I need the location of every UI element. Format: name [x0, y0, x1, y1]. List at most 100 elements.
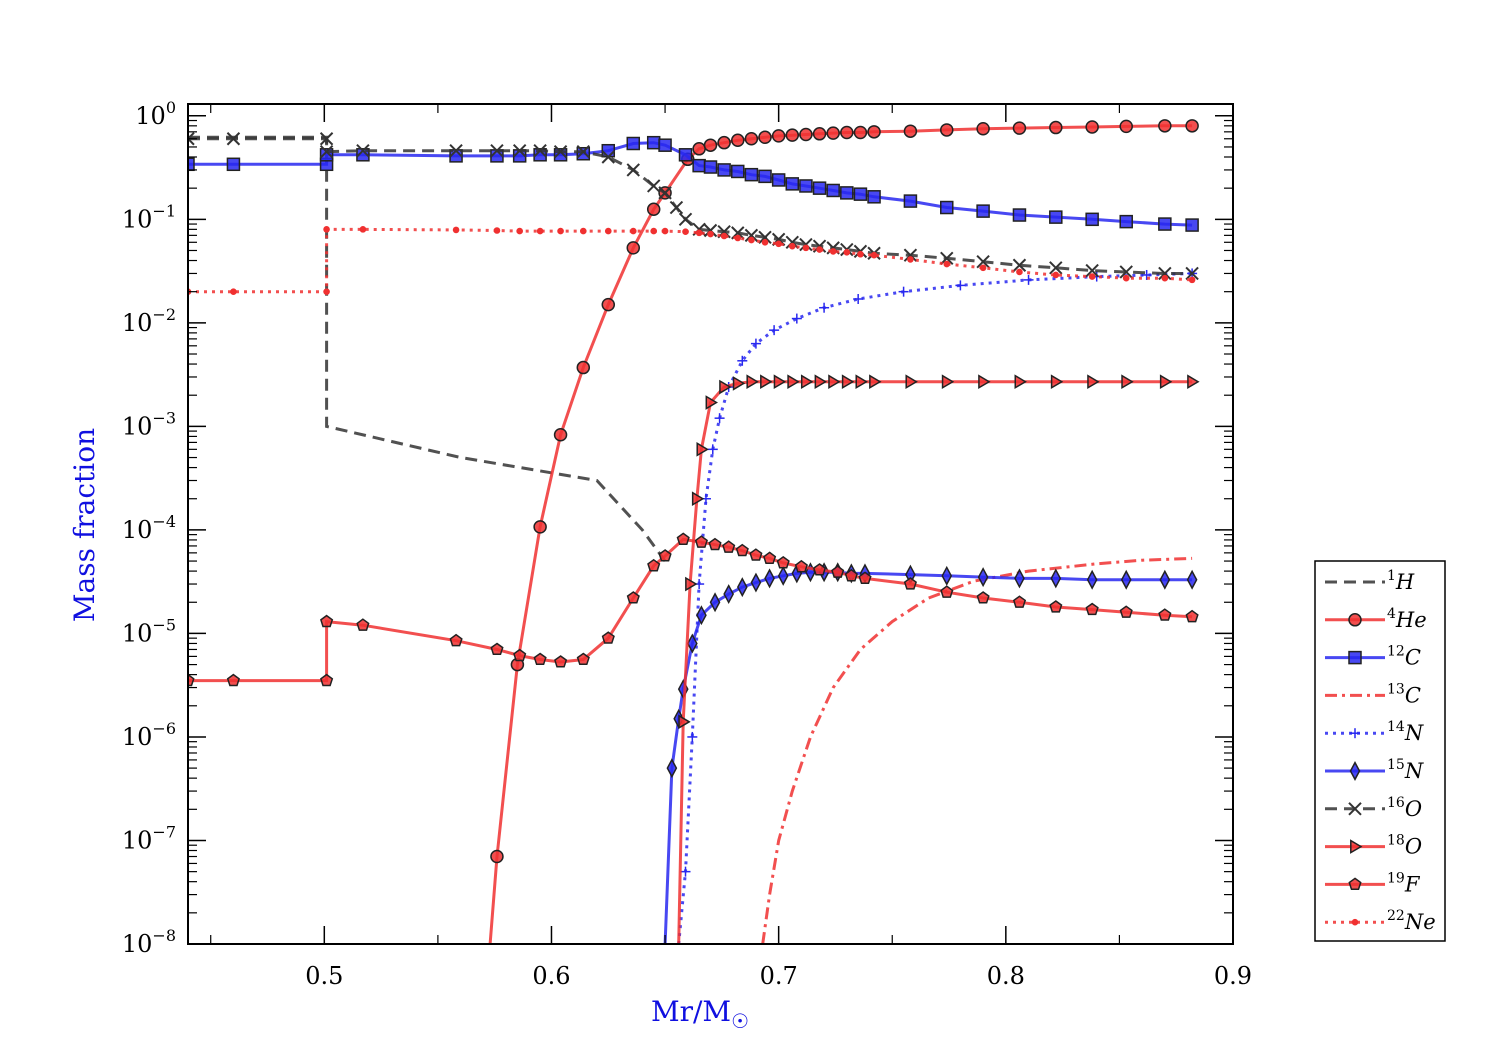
legend-marker [1350, 728, 1360, 739]
legend-entry-o16: 16O [1325, 795, 1422, 821]
x-axis-label: Mr/M☉ [651, 995, 749, 1033]
data-point [647, 558, 661, 572]
data-point [943, 260, 951, 268]
data-point [758, 130, 772, 145]
legend-entry-c13: 13C [1325, 681, 1421, 707]
data-point [490, 642, 504, 656]
data-point [692, 158, 706, 173]
data-point [870, 251, 878, 259]
data-point [812, 181, 827, 195]
data-point [1158, 217, 1172, 231]
data-point [1012, 208, 1027, 222]
data-point [869, 374, 882, 390]
series-line-ne22 [188, 227, 1193, 294]
data-point [554, 655, 568, 668]
data-point [678, 212, 693, 227]
x-tick-label: 0.6 [532, 962, 570, 990]
data-point [1087, 374, 1100, 390]
data-point [1187, 374, 1200, 390]
legend-entry-n15: 15N [1325, 757, 1424, 783]
data-point [723, 584, 735, 605]
data-point [319, 132, 334, 146]
data-point [898, 286, 909, 297]
axes-ticks: 0.5 0.6 0.7 0.8 0.9 100 10−1 10−2 10−3 10−4 10−5 10… [122, 98, 1252, 990]
data-point [626, 163, 640, 177]
data-point [658, 186, 672, 200]
legend-label: 1H [1387, 568, 1415, 594]
data-point [676, 532, 690, 545]
data-point [785, 177, 800, 191]
y-axis-label: Mass fraction [68, 428, 101, 622]
y-tick-label: 10−2 [122, 305, 176, 337]
data-point [1052, 271, 1060, 279]
data-point [658, 549, 672, 562]
data-point [819, 302, 830, 313]
data-point [714, 413, 725, 424]
data-point [604, 227, 612, 235]
data-point [826, 183, 840, 198]
y-tick-label: 10−6 [122, 719, 176, 751]
data-point [775, 240, 782, 248]
data-point [785, 128, 800, 142]
data-point [687, 731, 698, 742]
data-point [707, 444, 718, 455]
legend-label: 14N [1387, 719, 1424, 745]
data-point [230, 288, 237, 295]
data-point [802, 244, 810, 252]
data-point [709, 592, 721, 613]
data-point [734, 234, 742, 242]
data-point [826, 126, 840, 140]
data-point [940, 123, 954, 137]
data-point [1050, 374, 1064, 390]
data-point [764, 568, 775, 589]
data-point [512, 144, 527, 158]
data-point [777, 565, 789, 586]
legend-label: 12C [1387, 644, 1421, 670]
series-line-c13 [761, 556, 1193, 944]
data-point [661, 227, 669, 235]
data-point [787, 374, 800, 390]
data-point [1049, 261, 1063, 275]
data-point [749, 548, 763, 561]
legend-entry-c12: 12C [1325, 644, 1421, 670]
legend-marker [1348, 802, 1362, 816]
data-point [323, 226, 330, 233]
data-point [750, 572, 762, 593]
data-point [940, 585, 954, 598]
legend-marker [1350, 839, 1363, 854]
legend-frame [1314, 560, 1446, 942]
data-point [758, 230, 772, 245]
data-point [903, 194, 918, 208]
legend-label: 4He [1387, 606, 1427, 632]
data-point [828, 374, 841, 390]
data-point [576, 360, 591, 375]
series-line-n15 [663, 570, 1193, 944]
data-point [576, 144, 590, 159]
data-point [816, 246, 823, 253]
x-tick-label: 0.8 [987, 962, 1025, 990]
data-point [226, 157, 241, 172]
data-point [1049, 600, 1063, 613]
data-point [1185, 119, 1199, 133]
y-tick-label: 10−8 [122, 926, 176, 958]
series-o18 [677, 374, 1200, 944]
series-h1 [188, 135, 667, 562]
data-point [226, 132, 241, 146]
series-line-o16 [188, 137, 1193, 275]
data-point [857, 250, 864, 258]
data-point [1141, 269, 1152, 280]
data-point [799, 127, 813, 142]
data-point [629, 227, 637, 235]
data-point [773, 374, 787, 390]
data-point [1049, 120, 1063, 135]
data-point [356, 144, 370, 158]
data-point [731, 133, 745, 148]
data-point [1085, 263, 1099, 278]
data-point [626, 136, 641, 151]
data-point [1014, 568, 1025, 589]
data-point [650, 227, 658, 235]
data-point [731, 164, 745, 179]
data-point [735, 543, 749, 557]
data-point [516, 227, 523, 235]
